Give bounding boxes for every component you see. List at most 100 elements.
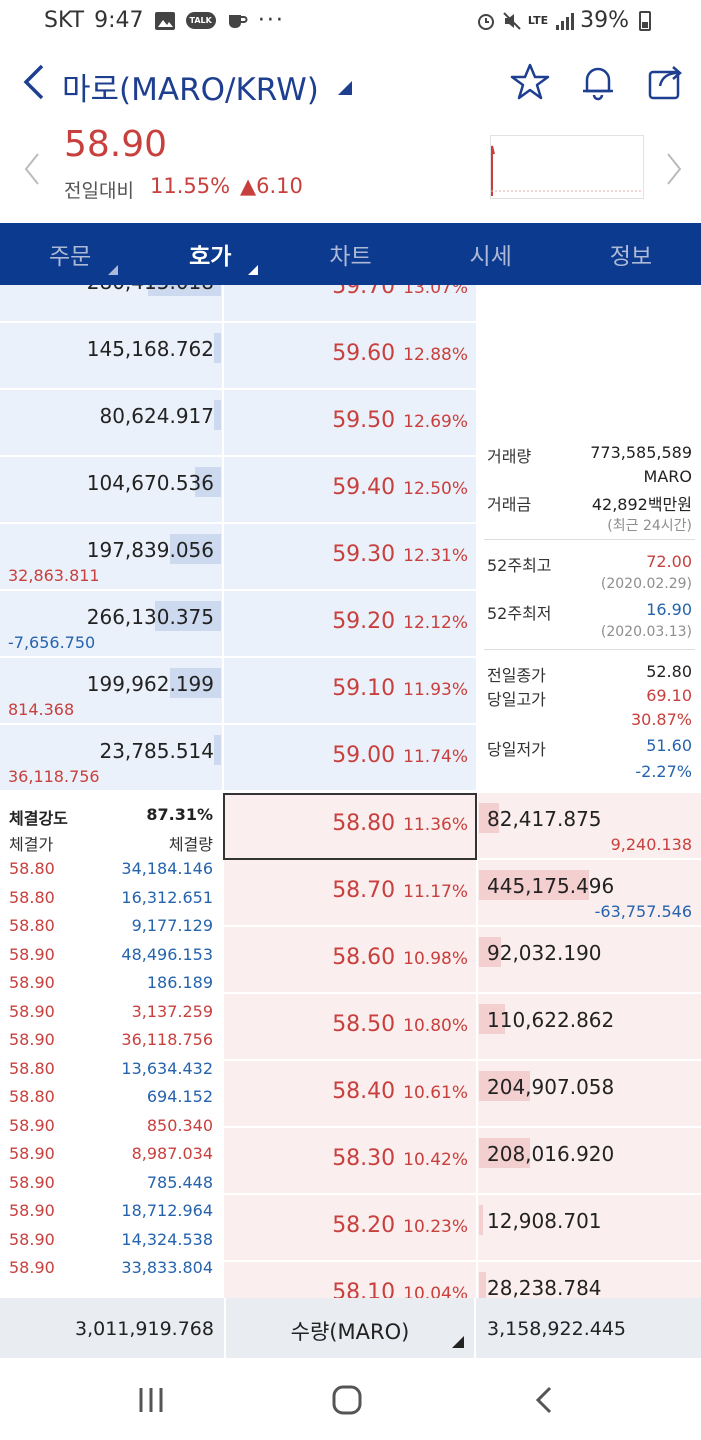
bid-volume: 82,417.875 <box>487 807 602 831</box>
ask-price-cell[interactable]: 59.40 12.50% <box>224 457 476 524</box>
bid-volume: 110,622.862 <box>487 1008 615 1032</box>
ask-volume-cell[interactable]: 199,962.199 814.368 <box>0 658 222 725</box>
ask-volume-cell[interactable]: 266,130.375 -7,656.750 <box>0 591 222 658</box>
bid-price-cell[interactable]: 58.20 10.23% <box>224 1195 476 1262</box>
ask-volume-bar <box>170 534 221 564</box>
bid-volume-bar <box>479 1004 505 1034</box>
page-title[interactable]: 마로(MARO/KRW) <box>62 72 319 108</box>
ask-volume-cell[interactable]: 80,624.917 <box>0 390 222 457</box>
tab-market[interactable]: 시세 <box>469 244 512 270</box>
tab-order[interactable]: 주문 <box>0 223 140 285</box>
unit-dropdown-icon <box>452 1336 464 1348</box>
trade-row: 58.90 14,324.538 <box>9 1228 213 1257</box>
trade-qty: 48,496.153 <box>121 944 213 964</box>
volume-value: 773,585,589 <box>590 443 692 462</box>
bid-volume-cell[interactable]: 82,417.875 9,240.138 <box>478 793 701 860</box>
trade-qty: 3,137.259 <box>131 1001 213 1021</box>
ask-volume-bar <box>214 735 221 765</box>
bid-price: 58.10 <box>332 1280 396 1298</box>
bid-volume-cell[interactable]: 204,907.058 <box>478 1061 701 1128</box>
ask-price: 59.40 <box>332 475 396 500</box>
ask-volume-cell[interactable]: 23,785.514 36,118.756 <box>0 725 222 792</box>
carrier-label: SKT <box>44 8 85 33</box>
ask-volume-cell[interactable]: 145,168.762 <box>0 323 222 390</box>
star-icon[interactable] <box>510 62 550 102</box>
trade-price-header: 체결가 <box>9 835 54 854</box>
ask-volume-cell[interactable]: 197,839.056 32,863.811 <box>0 524 222 591</box>
bid-price: 58.50 <box>332 1012 396 1037</box>
ask-volume: 266,130.375 <box>86 605 214 629</box>
trade-qty: 36,118.756 <box>121 1030 213 1049</box>
ask-price-cell[interactable]: 59.30 12.31% <box>224 524 476 591</box>
trade-qty-header: 체결량 <box>168 835 213 854</box>
bid-price-cell[interactable]: 58.80 11.36% <box>224 793 476 860</box>
bid-volume-cell[interactable]: 110,622.862 <box>478 994 701 1061</box>
ask-price: 59.30 <box>332 542 396 567</box>
trade-qty: 8,987.034 <box>131 1144 213 1163</box>
ask-volume-change: 36,118.756 <box>8 767 100 786</box>
ask-price-cell[interactable]: 59.50 12.69% <box>224 390 476 457</box>
divider <box>484 539 695 540</box>
home-icon[interactable] <box>327 1380 367 1420</box>
bid-volume-cell[interactable]: 92,032.190 <box>478 927 701 994</box>
trade-row: 58.90 18,712.964 <box>9 1199 213 1228</box>
ask-price-cell[interactable]: 59.60 12.88% <box>224 323 476 390</box>
amount-value: 42,892백만원 <box>591 495 692 514</box>
day-high-label: 당일고가 <box>487 690 546 709</box>
bid-price-cell[interactable]: 58.60 10.98% <box>224 927 476 994</box>
ask-price-cell[interactable]: 59.20 12.12% <box>224 591 476 658</box>
recent-apps-icon[interactable] <box>131 1380 171 1420</box>
ask-price-cell[interactable]: 59.10 11.93% <box>224 658 476 725</box>
ask-volume-cell[interactable]: 104,670.536 <box>0 457 222 524</box>
bid-price-cell[interactable]: 58.10 10.04% <box>224 1262 476 1298</box>
ask-price: 59.70 <box>332 285 396 299</box>
ask-price-cell[interactable]: 59.70 13.07% <box>224 285 476 323</box>
back-nav-icon[interactable] <box>524 1380 564 1420</box>
trade-row: 58.90 785.448 <box>9 1171 213 1200</box>
bell-icon[interactable] <box>578 62 618 102</box>
ask-volume-change: -7,656.750 <box>8 633 96 652</box>
trade-price: 58.80 <box>9 887 55 907</box>
strength-value: 87.31% <box>146 805 213 824</box>
bid-price-cell[interactable]: 58.30 10.42% <box>224 1128 476 1195</box>
order-book-summary: 3,011,919.768 수량(MARO) 3,158,922.445 <box>0 1298 701 1358</box>
bid-price: 58.60 <box>332 945 396 970</box>
bid-volume-cell[interactable]: 445,175.496 -63,757.546 <box>478 860 701 927</box>
bid-price-cell[interactable]: 58.70 11.17% <box>224 860 476 927</box>
tab-info[interactable]: 정보 <box>609 244 653 270</box>
bid-price-cell[interactable]: 58.40 10.61% <box>224 1061 476 1128</box>
tab-chart[interactable]: 차트 <box>329 244 372 270</box>
title-dropdown-icon[interactable] <box>338 81 352 95</box>
trade-price: 58.90 <box>9 973 55 992</box>
trade-row: 58.80 16,312.651 <box>9 886 213 915</box>
bid-volume-bar <box>479 1205 483 1235</box>
ask-rate: 12.50% <box>403 479 468 499</box>
ask-rate: 13.07% <box>403 285 468 298</box>
trade-qty: 18,712.964 <box>121 1201 213 1220</box>
prev-coin-icon[interactable] <box>22 152 42 186</box>
bid-volume-cell[interactable]: 12,908.701 <box>478 1195 701 1262</box>
trade-row: 58.90 186.189 <box>9 971 213 1000</box>
ask-volume: 104,670.536 <box>86 471 214 495</box>
bid-volume-cell[interactable]: 208,016.920 <box>478 1128 701 1195</box>
tab-orderbook[interactable]: 호가 <box>140 223 280 285</box>
bid-rate: 10.23% <box>403 1217 468 1237</box>
ask-price-cell[interactable]: 59.00 11.74% <box>224 725 476 792</box>
ask-volume: 199,962.199 <box>86 672 214 696</box>
bid-volume-cell[interactable]: 28,238.784 <box>478 1262 701 1298</box>
ask-rate: 12.12% <box>403 613 468 633</box>
bid-price-cell[interactable]: 58.50 10.80% <box>224 994 476 1061</box>
system-nav-bar <box>0 1358 701 1440</box>
battery-label: 39% <box>580 8 629 33</box>
low52-date: (2020.03.13) <box>600 624 692 640</box>
next-coin-icon[interactable] <box>664 152 684 186</box>
cup-icon <box>228 14 248 28</box>
trade-row: 58.80 34,184.146 <box>9 857 213 886</box>
mini-chart[interactable] <box>490 135 644 199</box>
back-icon[interactable] <box>18 62 48 102</box>
share-icon[interactable] <box>646 62 686 102</box>
gallery-icon <box>154 11 175 30</box>
trade-price: 58.90 <box>9 1229 55 1249</box>
unit-selector[interactable]: 수량(MARO) <box>224 1298 476 1358</box>
ask-volume-cell[interactable]: 280,415.018 <box>0 285 222 323</box>
